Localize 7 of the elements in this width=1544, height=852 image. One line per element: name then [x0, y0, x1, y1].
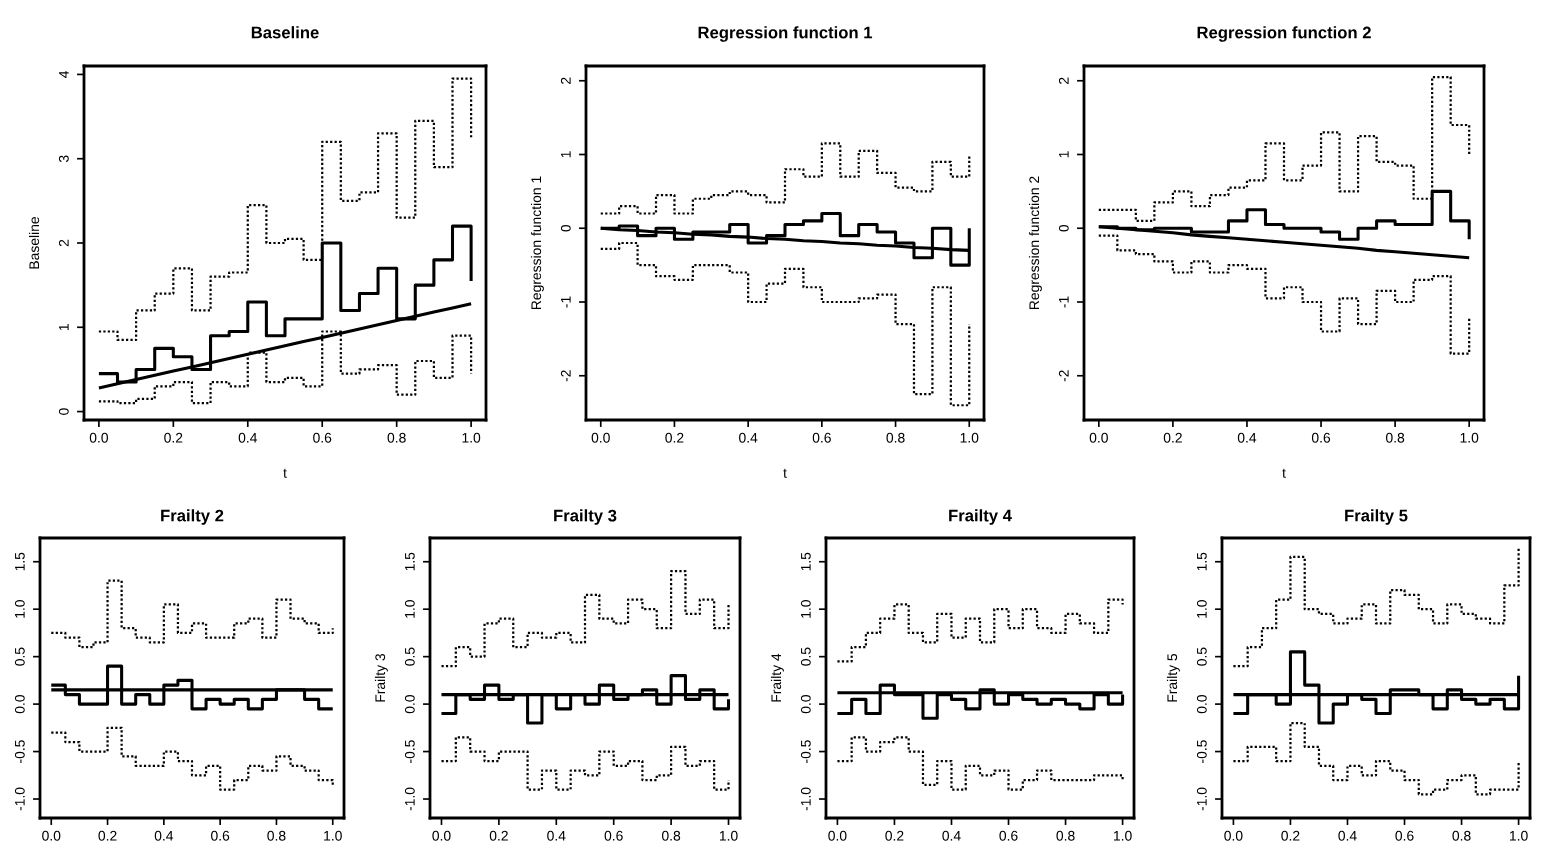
- chart-title: Baseline: [251, 26, 319, 39]
- chart-title: Regression function 1: [698, 26, 873, 42]
- chart-title: Frailty 3: [554, 509, 617, 525]
- chart-title: Frailty 2: [161, 509, 224, 525]
- chart-title: Regression function 2: [1197, 26, 1371, 42]
- chart-title: Frailty 4: [949, 509, 1012, 525]
- chart-title: Frailty 5: [1345, 509, 1408, 525]
